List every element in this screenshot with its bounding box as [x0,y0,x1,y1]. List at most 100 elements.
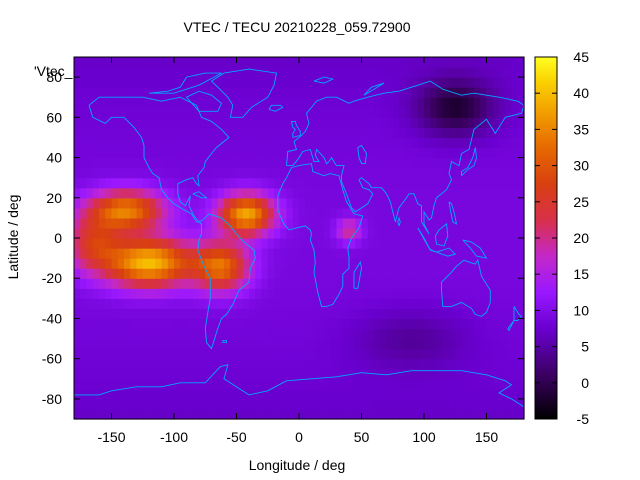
heatmap-cell [480,217,488,229]
heatmap-cell [317,308,325,320]
heatmap-cell [430,207,438,219]
heatmap-cell [199,107,206,118]
heatmap-cell [305,298,313,309]
heatmap-cell [317,117,325,128]
heatmap-cell [286,248,294,259]
heatmap-cell [267,348,275,360]
heatmap-cell [192,388,200,400]
heatmap-cell [242,378,250,390]
heatmap-cell [211,137,219,149]
heatmap-cell [442,147,450,159]
heatmap-cell [342,268,350,279]
heatmap-cell [217,238,225,249]
heatmap-cell [86,388,94,400]
heatmap-cell [99,167,106,179]
heatmap-cell [130,248,138,259]
heatmap-cell [149,187,156,199]
heatmap-cell [424,268,431,279]
heatmap-cell [161,278,169,289]
heatmap-cell [117,258,125,269]
heatmap-cell [330,177,338,189]
heatmap-cell [292,127,300,139]
heatmap-cell [342,157,350,169]
heatmap-cell [374,77,381,88]
heatmap-cell [392,177,400,189]
heatmap-cell [105,187,113,199]
heatmap-cell [367,318,375,330]
heatmap-cell [155,318,163,330]
heatmap-cell [436,348,444,360]
heatmap-cell [367,67,375,78]
heatmap-cell [249,398,256,410]
heatmap-cell [155,57,163,68]
heatmap-cell [136,298,144,309]
heatmap-cell [367,248,375,259]
heatmap-cell [286,207,294,219]
heatmap-cell [205,117,213,128]
heatmap-cell [149,358,156,370]
heatmap-cell [355,398,363,410]
heatmap-cell [186,358,194,370]
heatmap-cell [436,268,444,279]
heatmap-cell [99,207,106,219]
heatmap-cell [199,328,206,340]
heatmap-cell [99,227,106,239]
heatmap-cell [355,107,363,118]
heatmap-cell [505,378,513,390]
heatmap-cell [230,368,238,380]
heatmap-cell [467,288,475,299]
heatmap-cell [149,107,156,118]
heatmap-cell [517,408,525,420]
heatmap-cell [267,137,275,149]
y-tick-label: -20 [42,270,62,286]
heatmap-cell [261,97,269,108]
heatmap-cell [330,77,338,88]
heatmap-cell [492,77,500,88]
heatmap-cell [167,338,175,350]
heatmap-cell [305,227,313,239]
heatmap-cell [211,368,219,380]
heatmap-cell [424,308,431,320]
heatmap-cell [267,227,275,239]
heatmap-cell [480,67,488,78]
heatmap-cell [411,238,419,249]
heatmap-cell [105,278,113,289]
heatmap-cell [124,338,131,350]
heatmap-cell [399,328,406,340]
heatmap-cell [161,197,169,209]
heatmap-cell [374,167,381,179]
heatmap-cell [267,338,275,350]
heatmap-cell [361,378,369,390]
heatmap-cell [392,217,400,229]
heatmap-cell [136,278,144,289]
heatmap-cell [305,378,313,390]
heatmap-cell [361,167,369,179]
heatmap-cell [380,97,388,108]
heatmap-cell [417,298,425,309]
heatmap-cell [149,238,156,249]
heatmap-cell [474,177,481,189]
heatmap-cell [361,217,369,229]
heatmap-cell [355,348,363,360]
heatmap-cell [186,197,194,209]
heatmap-cell [180,117,188,128]
heatmap-cell [499,368,506,380]
colorbar-tick-label: 20 [573,230,589,246]
heatmap-cell [449,157,456,169]
heatmap-cell [399,117,406,128]
heatmap-cell [324,127,331,139]
heatmap-cell [105,67,113,78]
heatmap-cell [161,117,169,128]
heatmap-cell [124,378,131,390]
heatmap-cell [417,288,425,299]
heatmap-cell [461,368,469,380]
heatmap-cell [461,57,469,68]
heatmap-cell [442,87,450,98]
heatmap-cell [511,197,519,209]
heatmap-cell [330,258,338,269]
heatmap-cell [392,258,400,269]
heatmap-cell [105,227,113,239]
plot-frame [73,56,525,420]
heatmap-cell [299,358,306,370]
heatmap-cell [230,217,238,229]
